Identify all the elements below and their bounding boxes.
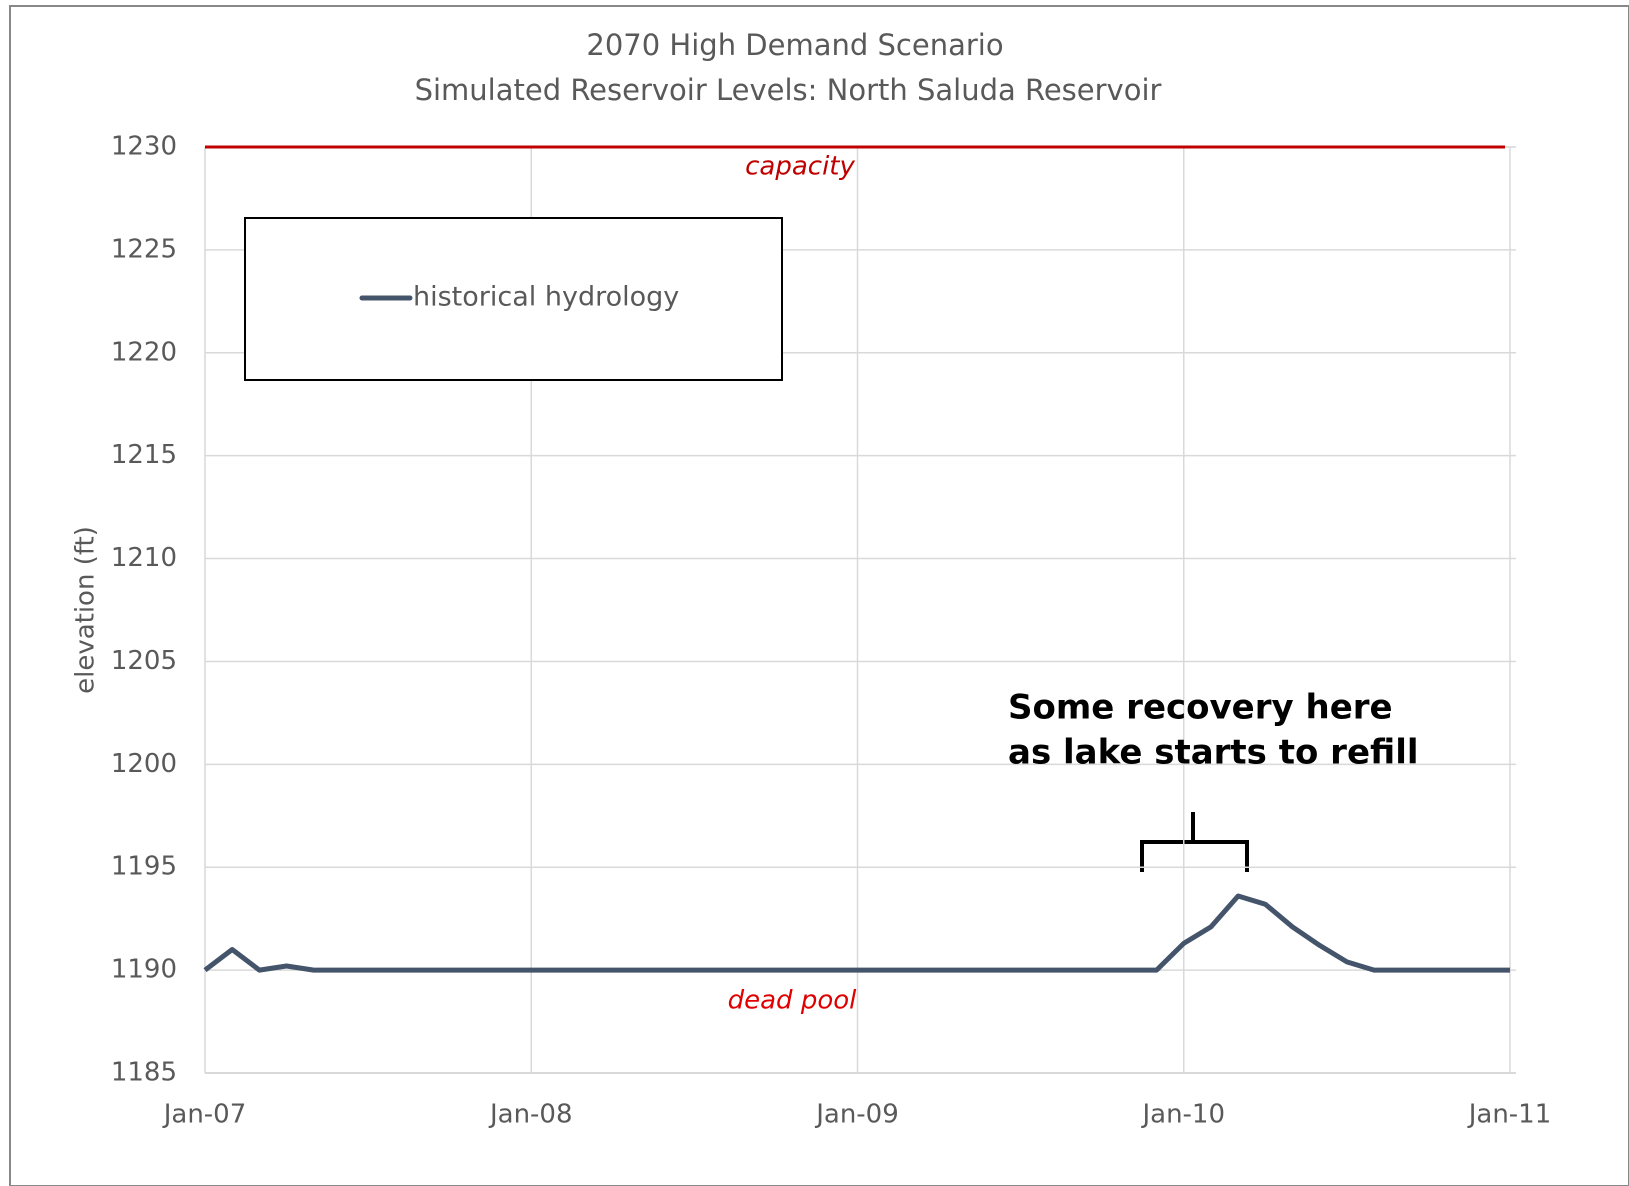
y-tick-label: 1215 (111, 440, 177, 470)
y-axis-label: elevation (ft) (71, 526, 101, 694)
y-tick-label: 1205 (111, 646, 177, 676)
y-tick-label: 1220 (111, 337, 177, 367)
chart-subtitle: Simulated Reservoir Levels: North Saluda… (415, 73, 1162, 107)
y-tick-label: 1210 (111, 543, 177, 573)
x-tick-label: Jan-11 (1467, 1100, 1552, 1130)
annotation: dead pool (728, 986, 858, 1016)
y-tick-label: 1225 (111, 234, 177, 264)
x-tick-label: Jan-07 (162, 1100, 247, 1130)
data-line (203, 893, 1510, 973)
y-tick-label: 1190 (111, 955, 177, 985)
x-tick-label: Jan-08 (488, 1100, 573, 1130)
legend-label: historical hydrology (413, 282, 679, 313)
annotation: as lake starts to refill (1008, 733, 1419, 773)
y-tick-label: 1195 (111, 852, 177, 882)
chart-frame (9, 5, 1629, 1186)
y-tick-label: 1230 (111, 132, 177, 162)
chart-title: 2070 High Demand Scenario (586, 28, 1003, 62)
brace (1140, 812, 1249, 872)
x-tick-label: Jan-09 (814, 1100, 899, 1130)
annotation: Some recovery here (1008, 688, 1393, 728)
x-tick-label: Jan-10 (1140, 1100, 1225, 1130)
y-tick-label: 1185 (111, 1058, 177, 1088)
y-tick-label: 1200 (111, 749, 177, 779)
reference-label: capacity (745, 152, 855, 182)
legend-box (244, 217, 783, 381)
